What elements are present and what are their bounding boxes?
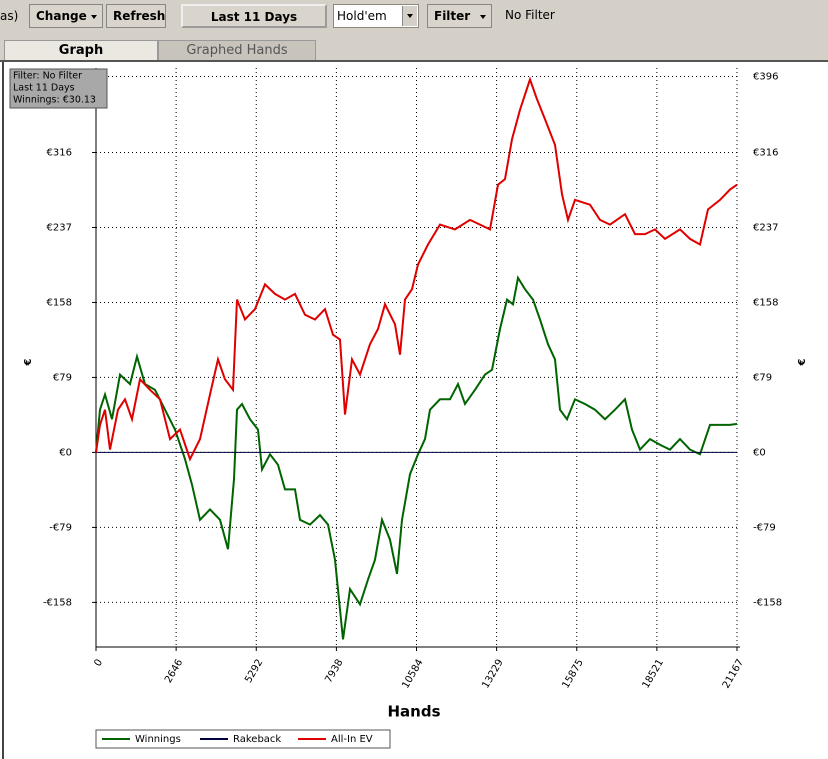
info-line: Filter: No Filter (13, 71, 82, 82)
change-button[interactable]: Change (29, 4, 103, 28)
button-text: Last 11 Days (210, 10, 298, 24)
y-tick-label: -€158 (753, 597, 782, 608)
x-tick-label: 7938 (323, 658, 345, 686)
y-tick-label: €237 (47, 222, 72, 233)
legend-label: Winnings (135, 734, 181, 745)
y-tick-label: €396 (753, 72, 778, 83)
legend-label: Rakeback (233, 734, 281, 745)
filter-button[interactable]: Filter (427, 4, 492, 28)
frame-edge (2, 62, 4, 759)
info-box-bg (9, 68, 108, 109)
y-tick-label: €158 (47, 297, 72, 308)
x-tick-label: 0 (92, 658, 105, 669)
y-tick-label: €316 (47, 147, 72, 158)
x-tick-label: 5292 (243, 658, 265, 686)
series-line (95, 275, 738, 640)
y-tick-label: €79 (753, 372, 772, 383)
button-text: Refresh (113, 9, 166, 23)
legend-label: All-In EV (331, 734, 373, 745)
select-text: Hold'em (337, 9, 387, 23)
series-line (95, 76, 738, 462)
y-tick-label: €158 (753, 297, 778, 308)
toolbar: as) Change Refresh Last 11 Days Hold'em … (0, 0, 828, 36)
y-tick-label: -€79 (49, 522, 72, 533)
y-tick-label: €79 (53, 372, 72, 383)
y-axis-label: € (797, 358, 808, 366)
tab[interactable]: Graph (4, 40, 158, 60)
game-select[interactable]: Hold'em (333, 4, 419, 28)
y-tick-label: €0 (59, 447, 72, 458)
x-tick-label: 21167 (721, 658, 746, 691)
partial-label: as) (0, 9, 19, 23)
x-tick-label: 15875 (561, 658, 586, 691)
button-text: Change (36, 9, 87, 23)
y-tick-label: -€158 (43, 597, 72, 608)
legend-box (95, 729, 391, 749)
info-line: Last 11 Days (13, 83, 75, 94)
x-tick-label: 13229 (480, 658, 505, 691)
x-tick-label: 10584 (400, 658, 425, 691)
x-axis-label: Hands (387, 703, 440, 721)
x-tick-label: 2646 (163, 658, 185, 686)
tab-bar: Graph Graphed Hands (0, 36, 828, 62)
filter-status: No Filter (505, 8, 555, 22)
refresh-button[interactable]: Refresh (106, 4, 166, 28)
y-tick-label: -€79 (753, 522, 776, 533)
x-tick-label: 18521 (641, 658, 666, 691)
y-axis-label: € (23, 358, 34, 366)
tab[interactable]: Graphed Hands (158, 40, 316, 60)
button-text: Filter (434, 9, 471, 23)
range-button[interactable]: Last 11 Days (181, 4, 327, 28)
y-tick-label: €237 (753, 222, 778, 233)
y-tick-label: €0 (753, 447, 766, 458)
y-tick-label: €316 (753, 147, 778, 158)
info-line: Winnings: €30.13 (13, 95, 96, 106)
